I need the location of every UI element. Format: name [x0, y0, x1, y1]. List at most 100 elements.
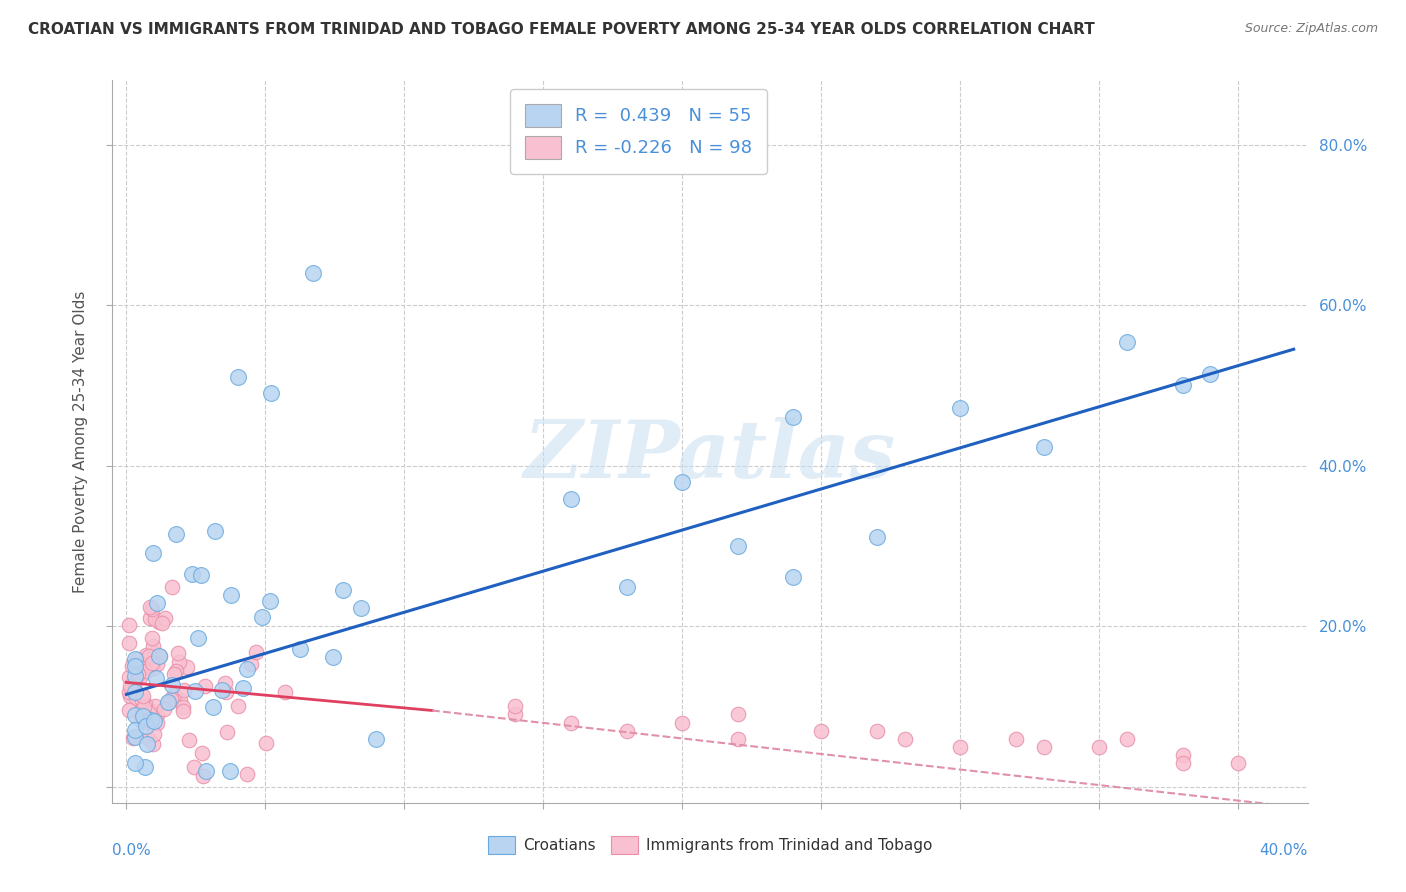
- Point: [505, 699, 527, 714]
- Point: [727, 707, 749, 722]
- Point: [165, 527, 187, 541]
- Point: [146, 708, 169, 723]
- Point: [148, 615, 170, 629]
- Point: [254, 736, 277, 750]
- Point: [143, 727, 166, 741]
- Point: [866, 723, 889, 738]
- Point: [232, 681, 254, 695]
- Point: [135, 648, 157, 663]
- Point: [125, 691, 148, 706]
- Point: [124, 685, 146, 699]
- Point: [131, 708, 153, 723]
- Point: [350, 601, 373, 615]
- Point: [141, 602, 163, 616]
- Point: [131, 702, 153, 716]
- Point: [245, 645, 267, 659]
- Point: [138, 706, 160, 720]
- Point: [124, 675, 146, 690]
- Point: [1227, 756, 1250, 770]
- Point: [145, 671, 167, 685]
- Point: [121, 731, 143, 745]
- Point: [616, 580, 638, 594]
- Point: [671, 715, 693, 730]
- Point: [169, 655, 191, 669]
- Point: [160, 692, 183, 706]
- Point: [118, 685, 141, 699]
- Point: [505, 707, 527, 722]
- Point: [949, 401, 972, 415]
- Text: CROATIAN VS IMMIGRANTS FROM TRINIDAD AND TOBAGO FEMALE POVERTY AMONG 25-34 YEAR : CROATIAN VS IMMIGRANTS FROM TRINIDAD AND…: [28, 22, 1095, 37]
- Point: [148, 648, 170, 663]
- Point: [142, 661, 165, 675]
- Point: [121, 659, 143, 673]
- Point: [124, 756, 146, 770]
- Point: [118, 618, 141, 632]
- Point: [134, 660, 156, 674]
- Point: [135, 715, 157, 730]
- Point: [142, 714, 165, 728]
- Point: [141, 704, 163, 718]
- Point: [163, 688, 186, 702]
- Y-axis label: Female Poverty Among 25-34 Year Olds: Female Poverty Among 25-34 Year Olds: [73, 291, 89, 592]
- Point: [250, 610, 273, 624]
- Point: [145, 612, 167, 626]
- Point: [150, 615, 173, 630]
- Text: 0.0%: 0.0%: [112, 843, 152, 857]
- Point: [215, 685, 238, 699]
- Point: [172, 704, 194, 718]
- Point: [179, 733, 201, 747]
- Point: [810, 723, 832, 738]
- Point: [134, 698, 156, 712]
- Point: [727, 539, 749, 553]
- Point: [172, 699, 194, 714]
- Point: [142, 737, 165, 751]
- Point: [118, 689, 141, 703]
- Point: [129, 713, 152, 727]
- Point: [1171, 756, 1194, 770]
- Point: [146, 596, 169, 610]
- Point: [214, 676, 236, 690]
- Point: [1116, 731, 1139, 746]
- Point: [226, 370, 249, 384]
- Point: [138, 649, 160, 664]
- Point: [1116, 335, 1139, 350]
- Text: Source: ZipAtlas.com: Source: ZipAtlas.com: [1244, 22, 1378, 36]
- Point: [191, 769, 214, 783]
- Point: [332, 582, 354, 597]
- Point: [866, 530, 889, 544]
- Point: [893, 731, 915, 746]
- Point: [124, 652, 146, 666]
- Point: [128, 670, 150, 684]
- Point: [146, 715, 169, 730]
- Point: [127, 652, 149, 666]
- Point: [194, 764, 217, 778]
- Point: [128, 662, 150, 676]
- Point: [124, 659, 146, 673]
- Text: 40.0%: 40.0%: [1260, 843, 1308, 857]
- Point: [236, 767, 259, 781]
- Point: [139, 611, 162, 625]
- Point: [301, 266, 323, 280]
- Point: [191, 746, 214, 760]
- Point: [176, 659, 198, 673]
- Point: [141, 656, 163, 670]
- Point: [142, 640, 165, 654]
- Point: [560, 715, 582, 730]
- Point: [153, 702, 176, 716]
- Point: [259, 593, 281, 607]
- Point: [219, 588, 242, 602]
- Point: [226, 698, 249, 713]
- Point: [142, 546, 165, 560]
- Point: [180, 567, 202, 582]
- Point: [782, 409, 804, 424]
- Point: [162, 580, 184, 594]
- Point: [129, 658, 152, 673]
- Point: [141, 631, 163, 645]
- Point: [163, 667, 186, 681]
- Point: [1171, 378, 1194, 392]
- Point: [118, 636, 141, 650]
- Point: [118, 670, 141, 684]
- Point: [135, 718, 157, 732]
- Point: [139, 713, 162, 727]
- Point: [125, 685, 148, 699]
